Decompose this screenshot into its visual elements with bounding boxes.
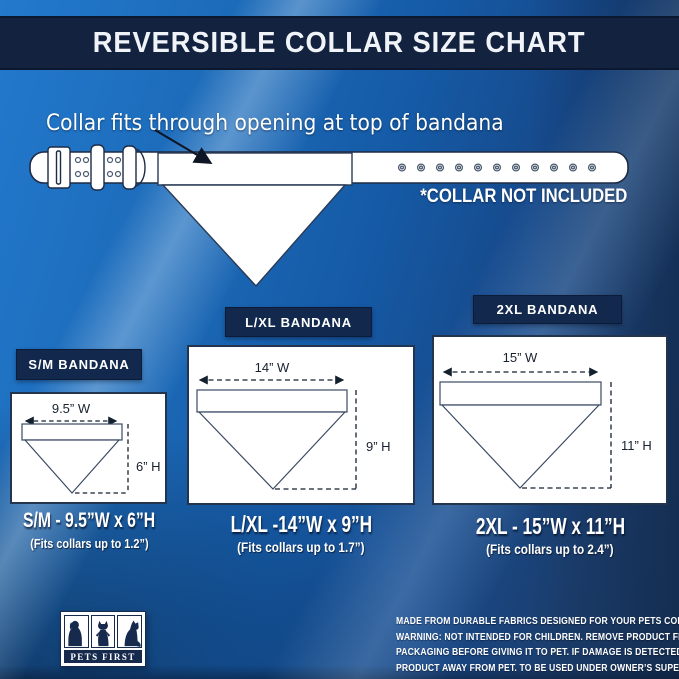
pets-first-logo: PETS FIRST: [60, 611, 146, 667]
collar-not-included-note: *COLLAR NOT INCLUDED: [419, 186, 627, 207]
2xl-size-label: 2XL - 15”W x 11”H: [475, 513, 625, 539]
collar-illustration: [29, 129, 629, 288]
dog-shepherd-icon: [117, 615, 143, 648]
collar-caption: Collar fits through opening at top of ba…: [46, 111, 504, 136]
sm-height-dimension-line: [75, 424, 129, 494]
sm-size-label: S/M - 9.5”W x 6”H: [22, 509, 156, 532]
lxl-size-label: L/XL -14”W x 9”H: [230, 511, 372, 537]
lxl-height-dimension-line: [275, 390, 357, 490]
2xl-height-dimension-line: [522, 382, 612, 489]
collar-eyelets: [397, 163, 597, 172]
lxl-bandana-outline: [196, 389, 348, 490]
brand-name: PETS FIRST: [64, 650, 142, 663]
bandana-shape: [157, 152, 353, 288]
lxl-fits-label: (Fits collars up to 1.7”): [237, 539, 365, 555]
warning-line: MADE FROM DURABLE FABRICS DESIGNED FOR Y…: [396, 615, 679, 627]
callout-arrow: [154, 129, 213, 165]
sm-badge-label: S/M BANDANA: [28, 357, 130, 372]
sm-bandana-outline: [21, 423, 123, 494]
collar-buckle-icon: [47, 144, 146, 191]
lxl-badge: L/XL BANDANA: [225, 307, 372, 337]
2xl-height-dimension: 11” H: [621, 438, 652, 453]
warning-text: MADE FROM DURABLE FABRICS DESIGNED FOR Y…: [396, 614, 679, 676]
warning-line: WARNING: NOT INTENDED FOR CHILDREN. REMO…: [396, 630, 679, 643]
page-title: REVERSIBLE COLLAR SIZE CHART: [93, 26, 586, 59]
2xl-badge: 2XL BANDANA: [473, 295, 622, 324]
2xl-fits-label: (Fits collars up to 2.4”): [486, 541, 614, 557]
2xl-bandana-outline: [439, 381, 602, 489]
warning-line: PACKAGING BEFORE GIVING IT TO PET. IF DA…: [396, 646, 679, 658]
sm-height-dimension: 6” H: [136, 459, 161, 474]
sm-fits-label: (Fits collars up to 1.2”): [29, 536, 149, 551]
2xl-badge-label: 2XL BANDANA: [496, 302, 599, 317]
2xl-diagram-box: 15” W 11” H: [432, 335, 668, 505]
sm-diagram-box: 9.5” W 6” H: [10, 392, 167, 504]
lxl-badge-label: L/XL BANDANA: [245, 314, 352, 330]
lxl-width-dimension: 14” W: [255, 360, 290, 375]
collar-buckle-holes: [74, 156, 122, 178]
sm-width-dimension: 9.5” W: [52, 401, 91, 416]
dog-silhouette-icon: [64, 615, 89, 648]
dog-begging-icon: [90, 615, 116, 648]
header-banner: REVERSIBLE COLLAR SIZE CHART: [0, 16, 679, 70]
lxl-diagram-box: 14” W 9” H: [187, 345, 415, 505]
warning-line: PRODUCT AWAY FROM PET. TO BE USED UNDER …: [396, 661, 679, 674]
lxl-height-dimension: 9” H: [366, 439, 391, 454]
sm-badge: S/M BANDANA: [16, 349, 142, 380]
2xl-width-dimension: 15” W: [503, 350, 538, 365]
